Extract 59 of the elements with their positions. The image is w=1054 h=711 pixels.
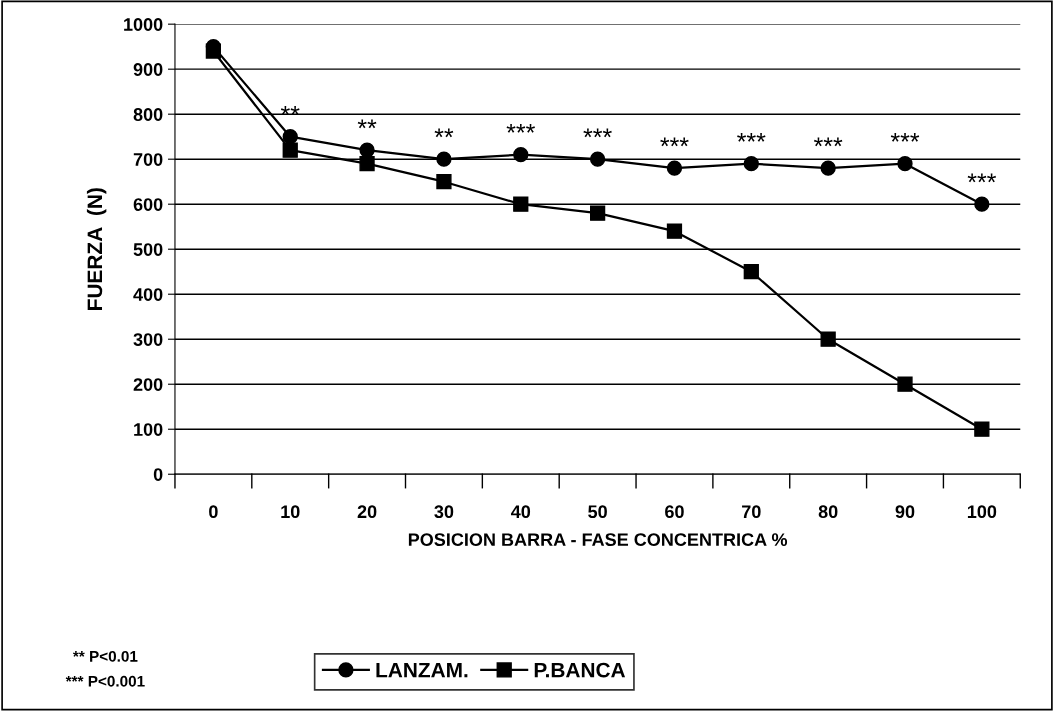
y-tick-label: 800 — [133, 108, 163, 121]
annotation: *** — [890, 132, 920, 142]
annotation: *** — [813, 137, 843, 147]
point — [666, 223, 683, 239]
y-tick-label: 500 — [133, 243, 163, 256]
point — [743, 264, 759, 280]
point — [897, 156, 913, 172]
point — [282, 142, 298, 158]
annotation: ** — [280, 105, 300, 115]
point — [743, 156, 759, 172]
x-axis-title: POSICION BARRA - FASE CONCENTRICA % — [408, 533, 788, 546]
point — [820, 331, 836, 347]
point — [974, 196, 990, 212]
y-tick-label: 600 — [133, 198, 163, 211]
x-tick-label: 100 — [967, 505, 997, 519]
x-tick-label: 60 — [665, 505, 684, 519]
point — [974, 421, 990, 437]
legend-label: P.BANCA — [534, 662, 626, 678]
text: ** P<0.01 — [72, 650, 138, 662]
point — [436, 174, 452, 190]
point — [589, 151, 606, 167]
point — [513, 196, 529, 212]
annotation: *** — [506, 123, 535, 133]
x-tick-label: 10 — [281, 505, 300, 519]
x-tick-label: 80 — [818, 505, 838, 519]
y-tick-label: 0 — [153, 468, 163, 481]
x-tick-label: 70 — [742, 505, 761, 519]
point — [205, 43, 222, 59]
y-tick-label: 400 — [133, 288, 163, 301]
annotation: *** — [737, 132, 766, 142]
y-tick-label: 200 — [133, 378, 163, 391]
point — [513, 147, 529, 163]
annotation: ** — [434, 128, 454, 138]
y-axis-title: FUERZA (N) — [86, 188, 107, 310]
x-tick-label: 20 — [357, 505, 377, 519]
x-tick-label: 90 — [895, 505, 915, 519]
x-tick-label: 30 — [434, 505, 454, 519]
annotation: *** — [583, 128, 612, 138]
point — [436, 151, 452, 167]
legend-label: LANZAM. — [376, 662, 468, 678]
point — [359, 156, 375, 172]
point — [589, 205, 606, 221]
annotation: *** — [967, 173, 997, 183]
x-tick-label: 40 — [511, 505, 531, 519]
point — [897, 376, 913, 392]
x-tick-label: 0 — [209, 505, 218, 519]
y-tick-label: 1000 — [124, 18, 163, 31]
x-tick-label: 50 — [588, 505, 607, 519]
annotation: ** — [357, 119, 377, 129]
text: *** P<0.001 — [65, 675, 145, 687]
y-tick-label: 900 — [133, 63, 163, 76]
y-tick-label: 700 — [133, 153, 163, 166]
y-tick-label: 300 — [133, 333, 163, 346]
annotation: *** — [660, 137, 689, 147]
point — [359, 142, 375, 158]
point — [282, 129, 298, 145]
point — [666, 160, 683, 176]
point — [820, 160, 836, 176]
y-tick-label: 100 — [134, 423, 163, 436]
